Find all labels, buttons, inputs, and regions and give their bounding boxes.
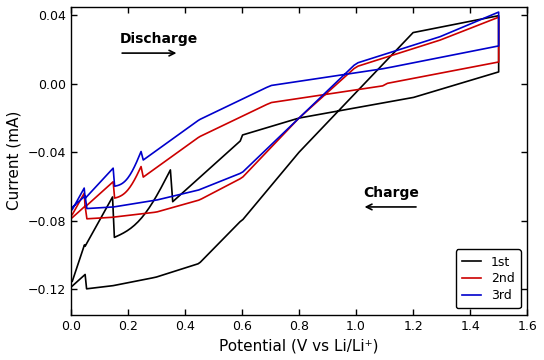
X-axis label: Potential (V vs Li/Li⁺): Potential (V vs Li/Li⁺) [219,338,379,353]
Line: 1st: 1st [72,16,499,289]
2nd [410,46,416,51]
3rd [410,43,416,48]
3rd [496,10,502,14]
1st [81,273,88,277]
1st [69,279,76,283]
2nd [442,70,449,75]
2nd [69,212,76,217]
Legend: 1st, 2nd, 3rd: 1st, 2nd, 3rd [456,249,521,309]
Line: 3rd: 3rd [72,12,499,210]
1st [69,284,76,288]
1st [126,228,132,232]
3rd [69,207,76,212]
3rd [442,54,449,59]
1st [449,84,455,88]
2nd [118,194,124,198]
2nd [160,208,166,212]
Text: Discharge: Discharge [119,32,197,46]
3rd [491,12,497,16]
Y-axis label: Current (mA): Current (mA) [7,111,22,211]
1st [325,111,332,115]
1st [263,126,269,130]
2nd [148,211,154,215]
2nd [84,217,90,221]
2nd [491,17,497,21]
1st [496,14,502,18]
3rd [69,205,76,210]
3rd [160,196,166,201]
Line: 2nd: 2nd [72,17,499,219]
3rd [118,182,124,186]
2nd [69,216,76,220]
1st [83,287,90,291]
1st [302,115,308,119]
3rd [148,199,154,203]
Text: Charge: Charge [363,186,419,200]
2nd [496,15,502,19]
